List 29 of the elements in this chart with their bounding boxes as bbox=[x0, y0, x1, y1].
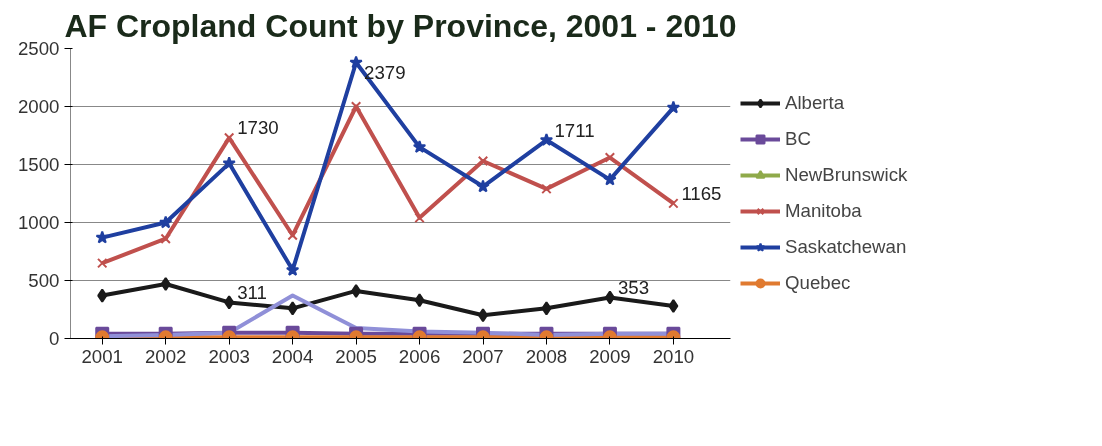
legend-label: Quebec bbox=[785, 272, 851, 294]
data-label: 353 bbox=[617, 277, 650, 299]
chart-title: AF Cropland Count by Province, 2001 - 2010 bbox=[64, 7, 737, 44]
x-tick-label: 2007 bbox=[462, 345, 504, 367]
x-tick-label: 2004 bbox=[271, 345, 314, 367]
legend-label: Alberta bbox=[785, 92, 845, 114]
x-tick-label: 2010 bbox=[652, 345, 695, 367]
legend-label: NewBrunswick bbox=[785, 164, 908, 186]
y-tick-label: 2500 bbox=[18, 38, 60, 59]
x-tick-label: 2009 bbox=[589, 345, 631, 367]
legend-label: Saskatchewan bbox=[785, 236, 907, 258]
y-tick-label: 2000 bbox=[18, 96, 60, 117]
x-tick-label: 2006 bbox=[398, 345, 441, 367]
x-tick-label: 2003 bbox=[208, 345, 250, 367]
data-label: 1711 bbox=[554, 119, 595, 141]
y-tick-label: 1500 bbox=[18, 154, 60, 175]
data-label: 1730 bbox=[237, 117, 279, 139]
x-tick-label: 2008 bbox=[525, 345, 568, 367]
x-tick-label: 2001 bbox=[81, 345, 123, 367]
data-label: 311 bbox=[237, 281, 267, 303]
legend-label: BC bbox=[785, 128, 811, 150]
data-label: 1165 bbox=[681, 182, 722, 204]
y-tick-label: 500 bbox=[28, 270, 60, 291]
x-tick-label: 2005 bbox=[335, 345, 377, 367]
data-label: 2379 bbox=[364, 62, 406, 84]
legend-label: Manitoba bbox=[785, 200, 862, 222]
y-tick-label: 0 bbox=[49, 328, 60, 349]
y-tick-label: 1000 bbox=[18, 212, 60, 233]
x-tick-label: 2002 bbox=[144, 345, 187, 367]
